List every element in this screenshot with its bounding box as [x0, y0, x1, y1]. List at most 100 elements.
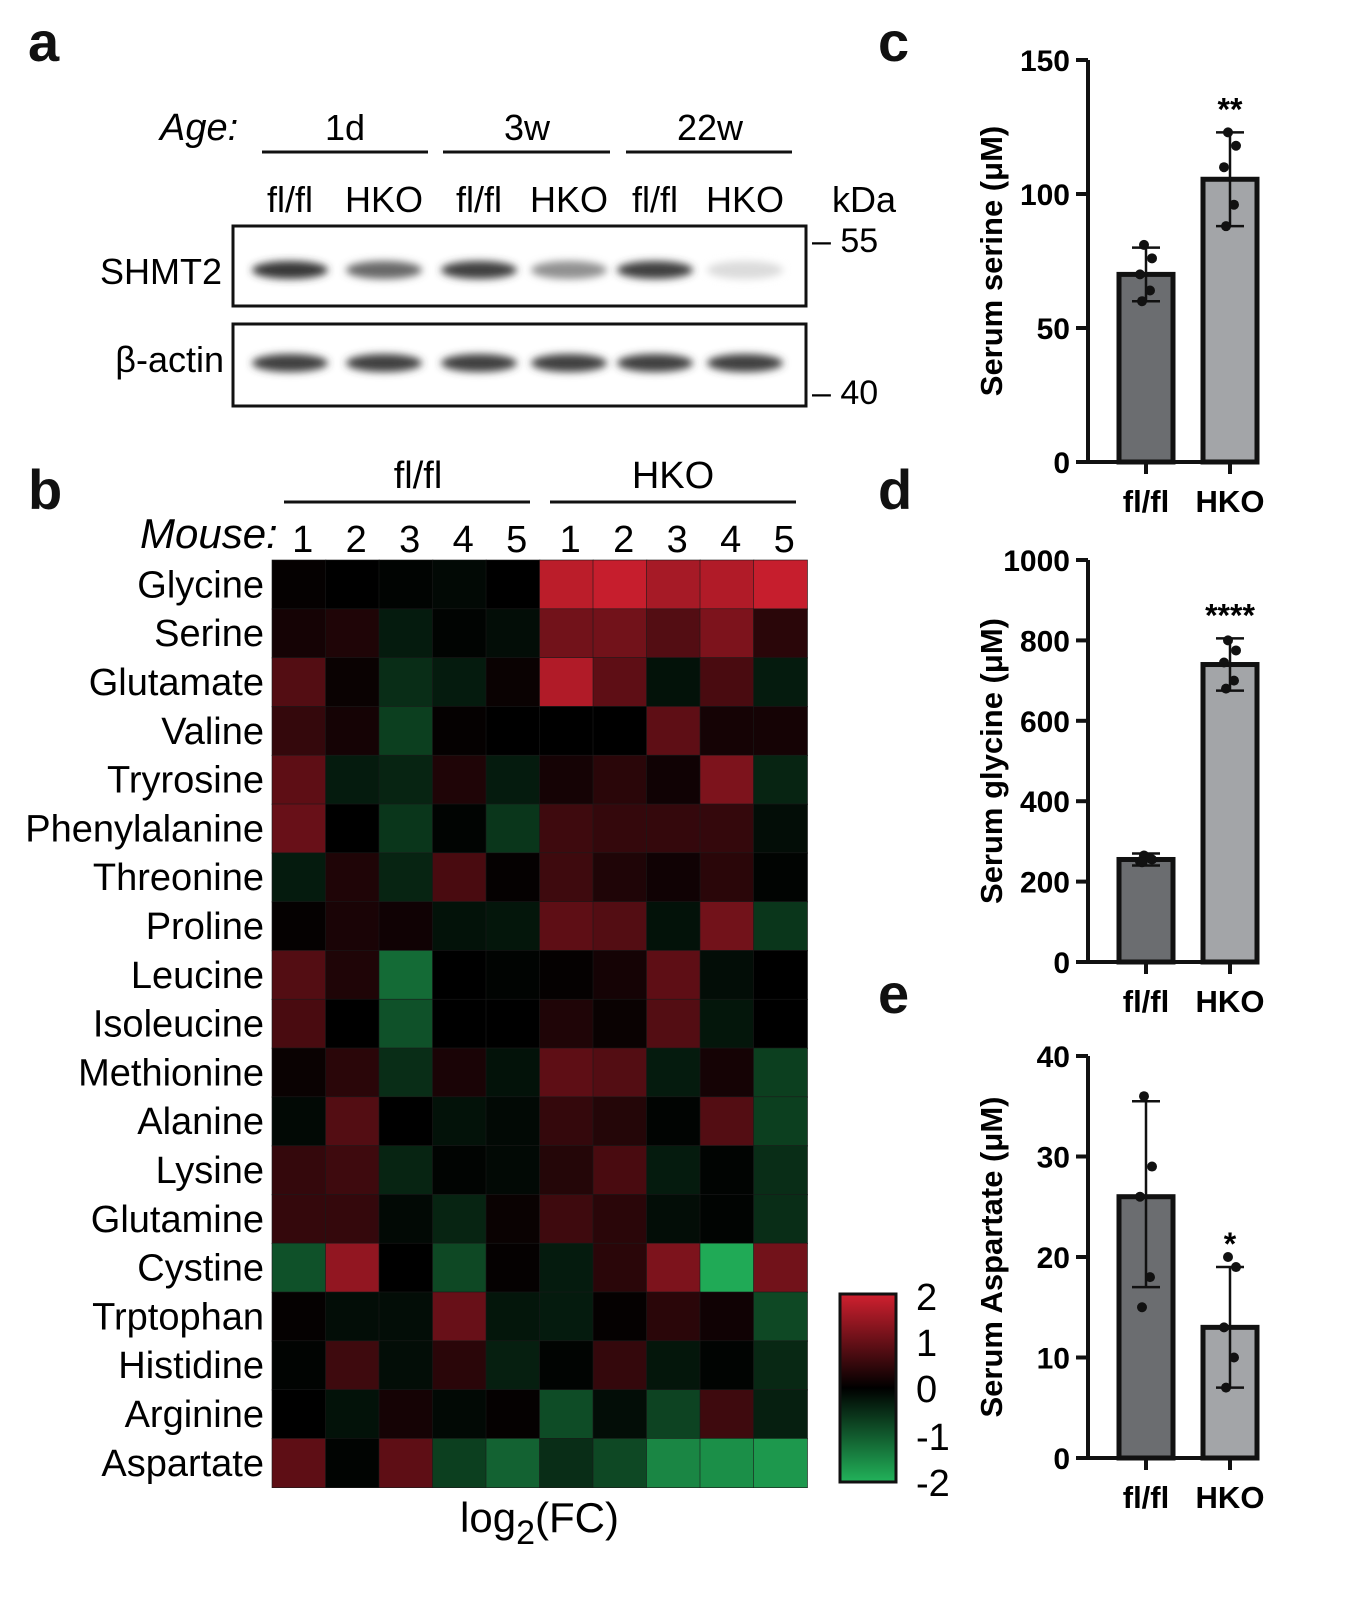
heatmap-cell	[271, 1145, 327, 1196]
mouse-number: 5	[774, 519, 795, 561]
significance-label: **	[1218, 91, 1243, 127]
heatmap-cell	[271, 1340, 327, 1391]
metabolite-label: Serine	[154, 613, 264, 655]
heatmap-cell	[592, 998, 648, 1049]
data-point	[1221, 221, 1231, 232]
chart-serum-serine: 0 50 100 150 Serum serine (μM) fl/fl HKO **	[974, 45, 1265, 519]
data-point	[1229, 675, 1239, 686]
metabolite-label: Glutamine	[91, 1199, 264, 1241]
heatmap-cell	[271, 1047, 327, 1098]
heatmap-cell	[378, 1145, 434, 1196]
heatmap-cell	[432, 1389, 487, 1440]
data-point	[1135, 269, 1145, 280]
age-1d: 1d	[325, 107, 365, 148]
heatmap-cell	[485, 1340, 541, 1391]
marker-40: – 40	[812, 374, 878, 412]
heatmap-cell	[325, 950, 380, 1001]
heatmap-cell	[539, 998, 594, 1049]
data-point	[1223, 1252, 1233, 1262]
heatmap-cell	[378, 1389, 434, 1440]
y-axis-label: Serum Aspartate (μM)	[974, 1097, 1009, 1418]
heatmap-cell	[378, 1194, 434, 1245]
data-point	[1219, 162, 1229, 173]
heatmap-cell	[485, 852, 541, 903]
heatmap-cell	[271, 803, 327, 854]
heatmap-cell	[753, 559, 808, 610]
heatmap-cell	[753, 1242, 808, 1293]
mouse-number: 2	[346, 519, 367, 561]
blot-band	[707, 354, 783, 372]
metabolite-label: Glutamate	[89, 662, 264, 704]
heatmap-cell	[699, 1096, 755, 1147]
bar	[1116, 856, 1176, 965]
data-point	[1221, 683, 1231, 694]
metabolite-label: Histidine	[118, 1345, 264, 1387]
data-point	[1145, 1272, 1155, 1283]
heatmap-cell	[432, 657, 487, 708]
heatmap-cell	[699, 706, 755, 757]
metabolite-label: Leucine	[131, 955, 264, 997]
heatmap-cell	[539, 754, 594, 805]
heatmap-cell	[646, 1194, 701, 1245]
metabolite-label: Alanine	[137, 1101, 264, 1143]
heatmap-cell	[378, 608, 434, 659]
blot-band	[441, 261, 517, 279]
blot-row-label-shmt2: SHMT2	[100, 251, 222, 292]
heatmap-cell	[539, 1340, 594, 1391]
heatmap-cell	[325, 1242, 380, 1293]
heatmap-cell	[592, 1194, 648, 1245]
heatmap-cell	[646, 1242, 701, 1293]
heatmap-xlabel: log2(FC)	[460, 1494, 619, 1552]
mouse-number: 5	[506, 519, 527, 561]
panel-label-c: c	[878, 10, 910, 73]
heatmap-cell	[378, 706, 434, 757]
heatmap-cell	[592, 1340, 648, 1391]
colorbar-tick-1: 1	[916, 1323, 937, 1365]
heatmap-cell	[432, 901, 487, 952]
metabolite-label: Cystine	[137, 1248, 264, 1290]
data-point	[1221, 1382, 1231, 1393]
panel-label-b: b	[28, 458, 63, 521]
heatmap-cell	[646, 901, 701, 952]
heatmap-cell	[753, 1194, 808, 1245]
metabolite-label: Tryrosine	[107, 760, 264, 802]
x-tick-label: HKO	[1196, 484, 1265, 519]
heatmap-cell	[646, 998, 701, 1049]
heatmap-cell	[378, 559, 434, 610]
y-tick-label: 30	[1037, 1142, 1070, 1175]
heatmap-cell	[271, 1096, 327, 1147]
data-point	[1231, 140, 1241, 151]
heatmap-cell	[325, 754, 380, 805]
heatmap-cell	[592, 852, 648, 903]
data-point	[1137, 296, 1147, 307]
heatmap-cell	[646, 1096, 701, 1147]
heatmap-cell	[378, 803, 434, 854]
heatmap-cell	[699, 608, 755, 659]
heatmap-cell	[539, 559, 594, 610]
heatmap-cell	[699, 950, 755, 1001]
heatmap-cell	[325, 998, 380, 1049]
heatmap-cell	[539, 852, 594, 903]
group-label-hko: HKO	[632, 455, 714, 497]
heatmap-cell	[539, 1194, 594, 1245]
heatmap-cell	[646, 1340, 701, 1391]
heatmap-cell	[699, 1438, 755, 1489]
heatmap-cell	[753, 901, 808, 952]
heatmap-cell	[485, 998, 541, 1049]
heatmap-cell	[592, 1145, 648, 1196]
panel-label-e: e	[878, 962, 910, 1025]
heatmap-cell	[753, 950, 808, 1001]
heatmap-cell	[378, 657, 434, 708]
heatmap-cell	[485, 608, 541, 659]
mouse-number: 4	[453, 519, 474, 561]
heatmap-cell	[699, 1340, 755, 1391]
heatmap-cell	[539, 1145, 594, 1196]
heatmap-cell	[699, 1291, 755, 1342]
heatmap-cell	[325, 1194, 380, 1245]
heatmap-cell	[539, 1291, 594, 1342]
heatmap-cell	[753, 1340, 808, 1391]
heatmap-cell	[432, 1096, 487, 1147]
heatmap-cell	[271, 608, 327, 659]
heatmap-cell	[432, 852, 487, 903]
heatmap-cell	[592, 608, 648, 659]
